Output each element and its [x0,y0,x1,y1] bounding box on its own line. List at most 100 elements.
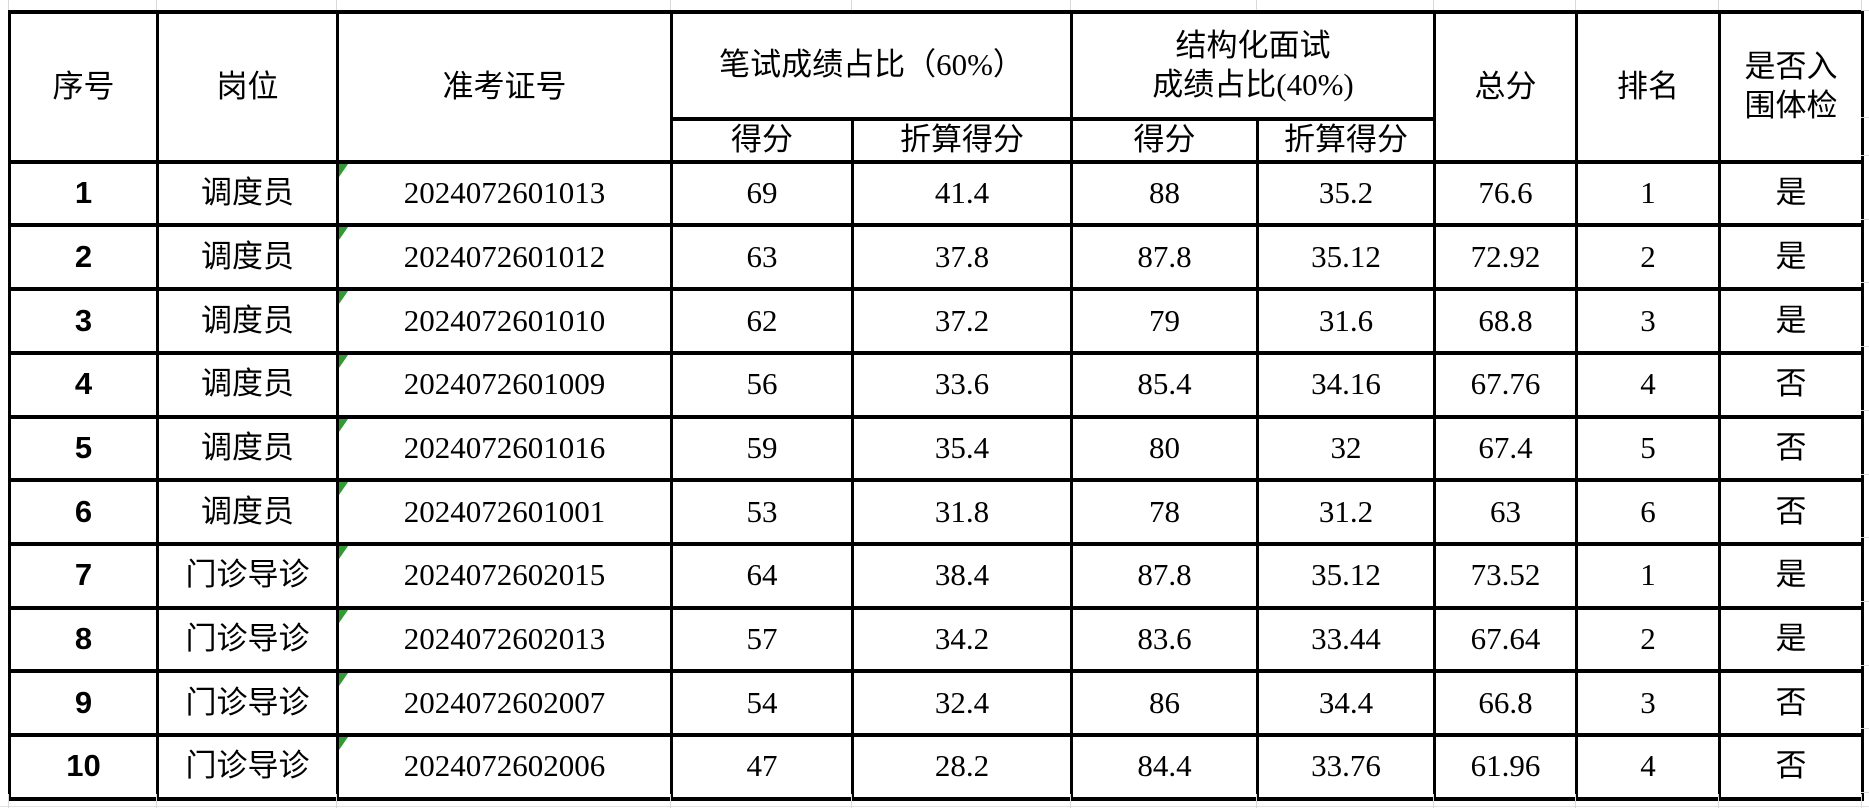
written-score-cell[interactable]: 62 [670,287,854,355]
total-cell[interactable]: 67.64 [1433,605,1579,674]
serial-cell[interactable]: 4 [8,350,159,419]
interview-score-cell[interactable]: 80 [1070,414,1260,483]
ticket-cell[interactable]: 2024072601012 [336,223,673,292]
written-score-cell[interactable]: 59 [670,414,854,483]
ticket-cell[interactable]: 2024072601001 [336,478,673,546]
total-cell[interactable]: 73.52 [1433,541,1579,610]
interview-score-cell[interactable]: 85.4 [1070,350,1260,419]
interview-score-cell[interactable]: 79 [1070,287,1260,355]
interview-weighted-cell[interactable]: 31.6 [1256,287,1437,355]
ticket-cell[interactable]: 2024072601010 [336,287,673,355]
written-weighted-cell[interactable]: 34.2 [850,605,1074,674]
shortlist-cell[interactable]: 否 [1718,732,1865,801]
written-score-cell[interactable]: 56 [670,350,854,419]
interview-score-cell[interactable]: 86 [1070,669,1260,737]
interview-weighted-cell[interactable]: 31.2 [1256,478,1437,546]
total-cell[interactable]: 63 [1433,478,1579,546]
ticket-cell[interactable]: 2024072601009 [336,350,673,419]
interview-weighted-cell[interactable]: 35.12 [1256,223,1437,292]
shortlist-cell[interactable]: 是 [1718,287,1865,355]
serial-cell[interactable]: 5 [8,414,159,483]
serial-cell[interactable]: 9 [8,669,159,737]
serial-cell[interactable]: 1 [8,159,159,228]
shortlist-cell[interactable]: 是 [1718,605,1865,674]
header-written-weighted[interactable]: 折算得分 [850,117,1074,164]
total-cell[interactable]: 67.4 [1433,414,1579,483]
serial-cell[interactable]: 8 [8,605,159,674]
rank-cell[interactable]: 3 [1575,287,1722,355]
written-score-cell[interactable]: 57 [670,605,854,674]
rank-cell[interactable]: 3 [1575,669,1722,737]
interview-weighted-cell[interactable]: 34.4 [1256,669,1437,737]
post-cell[interactable]: 调度员 [156,414,339,483]
header-written-group[interactable]: 笔试成绩占比（60%） [669,10,1074,121]
interview-weighted-cell[interactable]: 35.12 [1256,541,1437,610]
ticket-cell[interactable]: 2024072602006 [336,732,673,801]
written-weighted-cell[interactable]: 41.4 [850,159,1074,228]
written-weighted-cell[interactable]: 38.4 [850,541,1074,610]
post-cell[interactable]: 门诊导诊 [156,669,339,737]
header-post[interactable]: 岗位 [156,10,339,164]
written-score-cell[interactable]: 54 [670,669,854,737]
header-interview-group[interactable]: 结构化面试 成绩占比(40%) [1070,10,1437,121]
total-cell[interactable]: 61.96 [1433,732,1579,801]
shortlist-cell[interactable]: 否 [1718,414,1865,483]
serial-cell[interactable]: 2 [8,223,159,292]
ticket-cell[interactable]: 2024072601013 [336,159,673,228]
total-cell[interactable]: 68.8 [1433,287,1579,355]
interview-score-cell[interactable]: 83.6 [1070,605,1260,674]
rank-cell[interactable]: 2 [1575,605,1722,674]
written-score-cell[interactable]: 53 [670,478,854,546]
interview-score-cell[interactable]: 87.8 [1070,541,1260,610]
written-score-cell[interactable]: 64 [670,541,854,610]
post-cell[interactable]: 门诊导诊 [156,541,339,610]
rank-cell[interactable]: 1 [1575,159,1722,228]
header-shortlist[interactable]: 是否入 围体检 [1718,10,1865,164]
header-rank[interactable]: 排名 [1575,10,1722,164]
written-weighted-cell[interactable]: 28.2 [850,732,1074,801]
interview-weighted-cell[interactable]: 34.16 [1256,350,1437,419]
interview-score-cell[interactable]: 78 [1070,478,1260,546]
post-cell[interactable]: 门诊导诊 [156,605,339,674]
post-cell[interactable]: 调度员 [156,159,339,228]
interview-weighted-cell[interactable]: 35.2 [1256,159,1437,228]
ticket-cell[interactable]: 2024072601016 [336,414,673,483]
shortlist-cell[interactable]: 是 [1718,159,1865,228]
header-interview-weighted[interactable]: 折算得分 [1256,117,1437,164]
written-weighted-cell[interactable]: 32.4 [850,669,1074,737]
post-cell[interactable]: 门诊导诊 [156,732,339,801]
rank-cell[interactable]: 2 [1575,223,1722,292]
post-cell[interactable]: 调度员 [156,287,339,355]
post-cell[interactable]: 调度员 [156,223,339,292]
interview-score-cell[interactable]: 84.4 [1070,732,1260,801]
header-written-score[interactable]: 得分 [670,117,854,164]
shortlist-cell[interactable]: 否 [1718,350,1865,419]
post-cell[interactable]: 调度员 [156,350,339,419]
rank-cell[interactable]: 4 [1575,732,1722,801]
header-ticket[interactable]: 准考证号 [336,10,673,164]
serial-cell[interactable]: 7 [8,541,159,610]
interview-score-cell[interactable]: 87.8 [1070,223,1260,292]
shortlist-cell[interactable]: 否 [1718,478,1865,546]
shortlist-cell[interactable]: 是 [1718,223,1865,292]
interview-score-cell[interactable]: 88 [1070,159,1260,228]
post-cell[interactable]: 调度员 [156,478,339,546]
written-score-cell[interactable]: 63 [670,223,854,292]
interview-weighted-cell[interactable]: 33.44 [1256,605,1437,674]
written-score-cell[interactable]: 47 [670,732,854,801]
written-weighted-cell[interactable]: 33.6 [850,350,1074,419]
total-cell[interactable]: 76.6 [1433,159,1579,228]
interview-weighted-cell[interactable]: 33.76 [1256,732,1437,801]
interview-weighted-cell[interactable]: 32 [1256,414,1437,483]
rank-cell[interactable]: 6 [1575,478,1722,546]
ticket-cell[interactable]: 2024072602007 [336,669,673,737]
serial-cell[interactable]: 6 [8,478,159,546]
shortlist-cell[interactable]: 否 [1718,669,1865,737]
serial-cell[interactable]: 3 [8,287,159,355]
rank-cell[interactable]: 1 [1575,541,1722,610]
ticket-cell[interactable]: 2024072602013 [336,605,673,674]
ticket-cell[interactable]: 2024072602015 [336,541,673,610]
shortlist-cell[interactable]: 是 [1718,541,1865,610]
written-score-cell[interactable]: 69 [670,159,854,228]
total-cell[interactable]: 72.92 [1433,223,1579,292]
